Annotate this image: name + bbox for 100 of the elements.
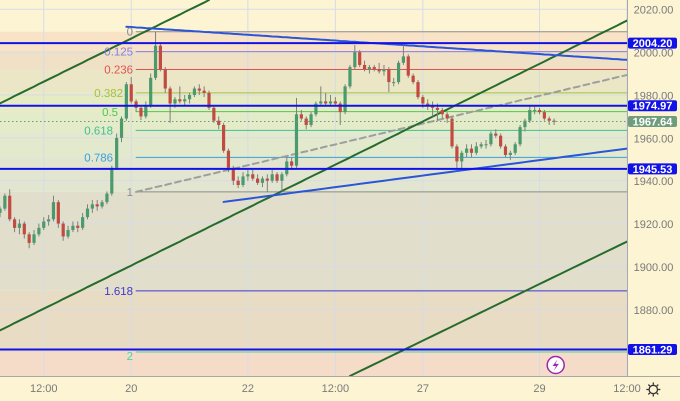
candlestick [3, 193, 6, 212]
series-label: 0.236 [104, 64, 134, 76]
candlestick [266, 174, 269, 193]
series-label: 1.618 [104, 286, 134, 298]
candlestick [56, 200, 60, 228]
series-label: 0 [126, 26, 134, 39]
y-tick-label: 2020.00 [634, 4, 674, 17]
candlestick [130, 76, 133, 104]
candlestick [168, 86, 172, 124]
ref-line-label: 1861.29 [632, 344, 672, 356]
series-label: 0.125 [104, 46, 134, 59]
candlestick [66, 225, 70, 240]
candlestick [460, 150, 464, 170]
candlestick [86, 204, 90, 220]
candlestick [396, 60, 400, 85]
ref-line-label: 1945.53 [632, 164, 672, 176]
candlestick [300, 109, 303, 122]
candlestick [37, 223, 40, 237]
x-tick-label: 12:00 [613, 383, 641, 395]
candlestick [304, 116, 308, 130]
ref-line-label: 1967.64 [632, 116, 674, 128]
candlestick [382, 64, 386, 76]
candlestick [518, 124, 522, 147]
candlestick [52, 195, 56, 222]
candlestick [32, 230, 36, 246]
candlestick [202, 86, 206, 98]
candlestick [324, 92, 328, 106]
candlestick [470, 144, 474, 158]
candlestick [504, 144, 508, 158]
candlestick [217, 116, 220, 130]
y-tick-label: 1900.00 [634, 262, 674, 274]
candlestick [22, 220, 26, 240]
candlestick [241, 172, 245, 188]
candlestick [378, 62, 381, 74]
candlestick [256, 174, 260, 186]
candlestick [188, 92, 192, 104]
candlestick [192, 86, 196, 98]
x-tick-label: 29 [533, 383, 546, 395]
candlestick [542, 109, 546, 122]
candlestick [489, 130, 493, 147]
candlestick [402, 44, 406, 66]
candlestick [508, 150, 512, 160]
candlestick [8, 188, 12, 222]
series-label: 2 [126, 350, 134, 363]
candlestick [270, 169, 274, 184]
line-series [0, 20, 627, 332]
series-label: 0.382 [94, 88, 124, 100]
candlestick [71, 220, 75, 233]
candlestick [514, 142, 517, 156]
candlestick [412, 73, 415, 85]
candlestick [358, 49, 362, 68]
candlestick [212, 105, 216, 124]
candlestick [226, 148, 230, 173]
candlestick [353, 44, 356, 70]
candlestick [178, 86, 182, 104]
candlestick [251, 169, 254, 182]
candlestick [446, 112, 449, 124]
candlestick [499, 133, 502, 150]
series-label: 0.5 [102, 107, 118, 120]
line-series [222, 148, 627, 203]
y-tick-label: 1980.00 [634, 90, 674, 102]
candlestick [81, 212, 84, 231]
candlestick [309, 112, 313, 128]
candlestick [139, 105, 143, 121]
y-tick-label: 1940.00 [634, 176, 674, 188]
candlestick [416, 79, 420, 100]
candlestick [12, 216, 16, 233]
line-series [348, 240, 627, 376]
candlestick [120, 116, 124, 143]
candlestick [455, 144, 458, 168]
candlestick [319, 86, 322, 106]
y-tick-label: 2000.00 [634, 48, 674, 60]
y-tick-label: 1880.00 [634, 304, 674, 317]
candlestick [406, 54, 410, 78]
series-label: 1 [126, 186, 134, 199]
candlestick [421, 94, 424, 108]
x-tick-label: 12:00 [322, 383, 350, 395]
candlestick [42, 216, 46, 231]
candlestick [158, 43, 162, 72]
candlestick [183, 94, 186, 106]
text: 0.618 [84, 125, 114, 138]
candlestick [164, 66, 167, 94]
candlestick [28, 232, 31, 249]
candlestick [474, 142, 478, 156]
candlestick [96, 200, 99, 212]
candlestick [440, 107, 444, 120]
x-tick-label: 27 [416, 383, 429, 395]
x-tick-label: 22 [242, 383, 254, 395]
candlestick [198, 84, 201, 96]
text: 0.786 [84, 152, 114, 164]
candlestick [465, 144, 468, 158]
line-series [0, 0, 210, 104]
candlestick [348, 64, 352, 90]
x-tick-label: 12:00 [30, 383, 58, 395]
candlestick [387, 66, 390, 92]
ref-line-label: 2004.20 [632, 38, 672, 50]
candlestick [144, 100, 148, 120]
x-tick-label: 20 [125, 383, 138, 395]
ref-line-label: 1974.97 [632, 100, 672, 113]
y-tick-label: 1960.00 [634, 133, 674, 146]
